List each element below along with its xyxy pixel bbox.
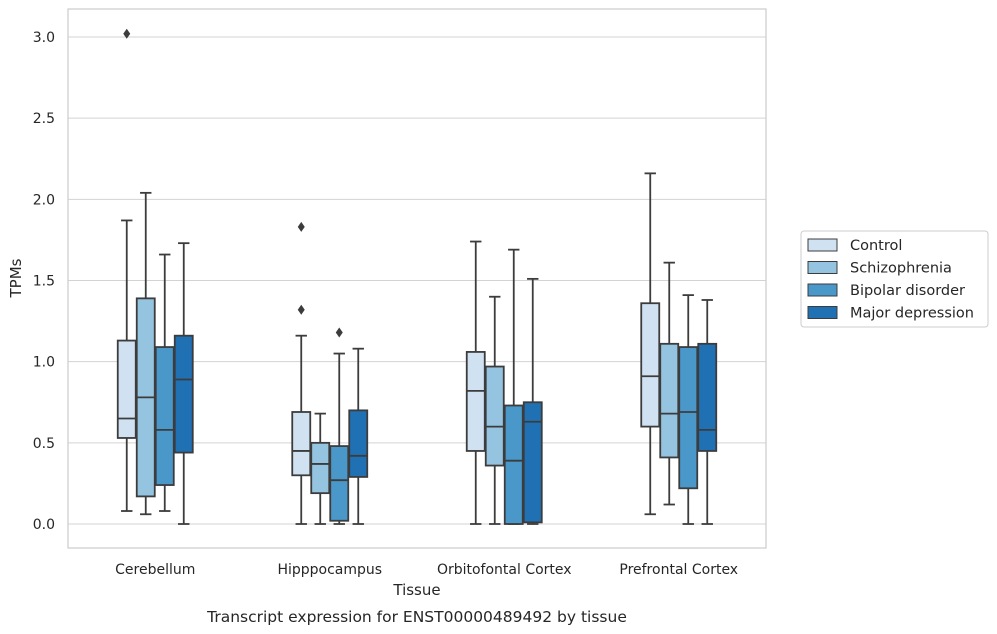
legend-swatch [807,283,838,297]
legend-label: Bipolar disorder [850,283,965,299]
legend-label: Major depression [850,306,974,322]
y-tick-label: 2.5 [33,111,55,127]
legend: Control Schizophrenia Bipolar disorder Majo… [800,230,989,328]
x-tick-label: Cerebellum [115,562,195,578]
plot-frame [67,8,767,549]
y-tick-label: 0.0 [33,517,55,533]
legend-label: Schizophrenia [850,261,952,277]
chart-caption: Transcript expression for ENST0000048949… [206,608,627,626]
box [310,441,331,495]
x-tick-label: Orbitofontal Cortex [437,562,572,578]
legend-swatch [807,306,838,319]
box-groups [116,28,718,525]
box-group [116,28,194,525]
box [329,445,350,522]
y-tick-label: 3.0 [33,30,55,46]
legend-items: Control Schizophrenia Bipolar disorder Majo… [807,238,974,322]
outlier-point [335,327,343,338]
box-group [640,172,718,525]
box [116,339,137,439]
box [678,346,699,490]
box-group [291,221,369,525]
y-tick-label: 0.5 [33,436,55,452]
y-tick-label: 1.5 [33,274,55,290]
outlier-point [297,221,305,232]
legend-swatch [807,261,838,274]
x-tick-label: Hipppocampus [277,562,382,578]
x-axis-label: Tissue [392,581,440,599]
x-tick-labels: Cerebellum Hipppocampus Orbitofontal Corte… [115,562,738,578]
box [465,351,486,452]
box [348,409,369,478]
box-group [465,240,543,525]
box [154,346,175,486]
legend-frame [800,230,989,328]
box [503,404,524,525]
box [522,401,543,524]
x-tick-label: Prefrontal Cortex [619,562,738,578]
y-tick-label: 1.0 [33,355,55,371]
legend-swatch [807,238,838,252]
box [659,342,680,459]
box [697,342,718,452]
legend-label: Control [850,238,902,254]
box [484,365,505,467]
box [291,411,312,477]
outlier-point [123,28,131,39]
outlier-point [297,304,305,315]
y-tick-labels: 0.0 0.5 1.0 1.5 2.0 2.5 3.0 [33,30,55,533]
box [640,302,661,428]
box [173,334,194,454]
y-axis-label: TPMs [7,258,25,298]
y-tick-label: 2.0 [33,192,55,208]
